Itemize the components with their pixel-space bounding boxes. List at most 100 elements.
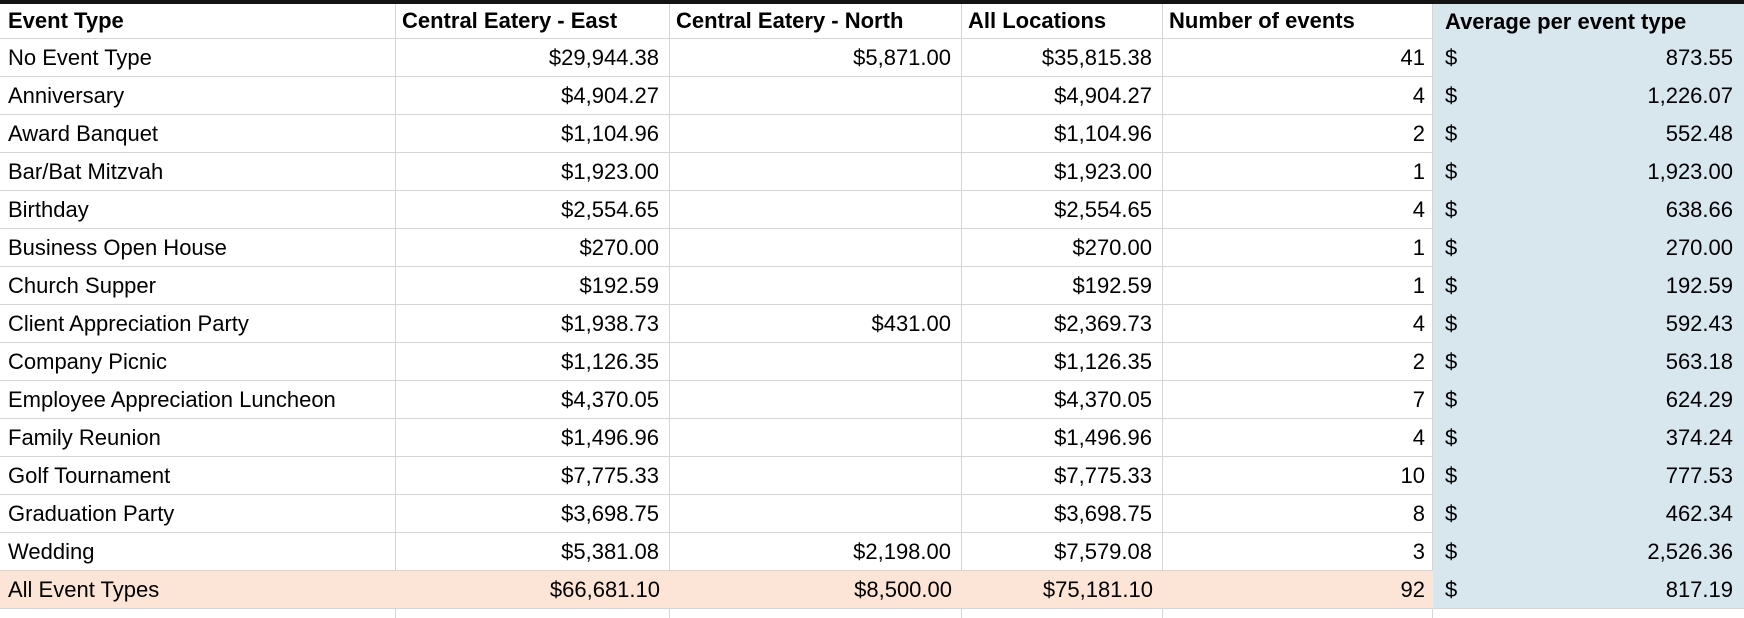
cell-north[interactable] — [670, 495, 962, 533]
cell-average[interactable]: $ 563.18 — [1433, 343, 1744, 381]
cell-east[interactable]: $7,775.33 — [396, 457, 670, 495]
cell-event-type[interactable]: Business Open House — [0, 229, 396, 267]
table-row: Employee Appreciation Luncheon $4,370.05… — [0, 381, 1744, 419]
cell-north[interactable] — [670, 457, 962, 495]
cell-north[interactable] — [670, 343, 962, 381]
cell-east[interactable]: $66,681.10 — [396, 571, 670, 609]
cell-all-locations[interactable]: $7,579.08 — [962, 533, 1163, 571]
cell-north[interactable] — [670, 419, 962, 457]
average-amount: 374.24 — [1665, 425, 1733, 450]
cell-north[interactable]: $5,871.00 — [670, 39, 962, 77]
cell-all-locations[interactable]: $4,904.27 — [962, 77, 1163, 115]
cell-east[interactable]: $1,938.73 — [396, 305, 670, 343]
cell-number-of-events[interactable]: 2 — [1163, 115, 1433, 153]
cell-average[interactable]: $ 2,526.36 — [1433, 533, 1744, 571]
cell-average[interactable]: $ 270.00 — [1433, 229, 1744, 267]
cell-north[interactable] — [670, 267, 962, 305]
cell-number-of-events[interactable]: 2 — [1163, 343, 1433, 381]
cell-number-of-events[interactable]: 92 — [1163, 571, 1433, 609]
cell-number-of-events[interactable]: 10 — [1163, 457, 1433, 495]
column-header-number-of-events[interactable]: Number of events — [1163, 4, 1433, 39]
cell-average[interactable]: $ 592.43 — [1433, 305, 1744, 343]
cell-event-type[interactable]: Anniversary — [0, 77, 396, 115]
cell-north[interactable] — [670, 153, 962, 191]
cell-east[interactable]: $1,496.96 — [396, 419, 670, 457]
cell-all-locations[interactable]: $75,181.10 — [962, 571, 1163, 609]
cell-average[interactable]: $ 817.19 — [1433, 571, 1744, 609]
cell-average[interactable]: $ 1,226.07 — [1433, 77, 1744, 115]
cell-event-type[interactable]: Client Appreciation Party — [0, 305, 396, 343]
cell-east[interactable]: $4,370.05 — [396, 381, 670, 419]
cell-north[interactable] — [670, 115, 962, 153]
cell-all-locations[interactable]: $1,104.96 — [962, 115, 1163, 153]
cell-number-of-events[interactable]: 4 — [1163, 419, 1433, 457]
cell-event-type[interactable]: Award Banquet — [0, 115, 396, 153]
cell-number-of-events[interactable]: 7 — [1163, 381, 1433, 419]
cell-number-of-events[interactable]: 3 — [1163, 533, 1433, 571]
cell-all-locations[interactable]: $192.59 — [962, 267, 1163, 305]
cell-north[interactable]: $2,198.00 — [670, 533, 962, 571]
column-header-average[interactable]: Average per event type — [1433, 4, 1744, 39]
cell-east[interactable]: $5,381.08 — [396, 533, 670, 571]
cell-all-locations[interactable]: $35,815.38 — [962, 39, 1163, 77]
cell-all-locations[interactable]: $3,698.75 — [962, 495, 1163, 533]
cell-north[interactable] — [670, 381, 962, 419]
cell-average[interactable]: $ 1,923.00 — [1433, 153, 1744, 191]
cell-east[interactable]: $3,698.75 — [396, 495, 670, 533]
cell-event-type[interactable]: Church Supper — [0, 267, 396, 305]
cell-average[interactable]: $ 624.29 — [1433, 381, 1744, 419]
cell-number-of-events[interactable]: 4 — [1163, 305, 1433, 343]
cell-average[interactable]: $ 777.53 — [1433, 457, 1744, 495]
cell-number-of-events[interactable]: 1 — [1163, 267, 1433, 305]
cell-event-type[interactable]: Family Reunion — [0, 419, 396, 457]
cell-all-locations[interactable]: $2,369.73 — [962, 305, 1163, 343]
cell-all-locations[interactable]: $1,923.00 — [962, 153, 1163, 191]
cell-number-of-events[interactable]: 4 — [1163, 77, 1433, 115]
cell-number-of-events[interactable]: 4 — [1163, 191, 1433, 229]
cell-east[interactable]: $1,923.00 — [396, 153, 670, 191]
cell-number-of-events[interactable]: 41 — [1163, 39, 1433, 77]
cell-event-type[interactable]: No Event Type — [0, 39, 396, 77]
cell-east[interactable]: $2,554.65 — [396, 191, 670, 229]
cell-event-type[interactable]: Employee Appreciation Luncheon — [0, 381, 396, 419]
cell-number-of-events[interactable]: 1 — [1163, 229, 1433, 267]
cell-event-type[interactable]: Bar/Bat Mitzvah — [0, 153, 396, 191]
cell-all-locations[interactable]: $2,554.65 — [962, 191, 1163, 229]
cell-event-type[interactable]: Company Picnic — [0, 343, 396, 381]
cell-east[interactable]: $4,904.27 — [396, 77, 670, 115]
cell-event-type[interactable]: Golf Tournament — [0, 457, 396, 495]
cell-north[interactable]: $8,500.00 — [670, 571, 962, 609]
cell-average[interactable]: $ 873.55 — [1433, 39, 1744, 77]
cell-all-locations[interactable]: $1,496.96 — [962, 419, 1163, 457]
cell-north[interactable] — [670, 77, 962, 115]
cell-event-type[interactable]: Wedding — [0, 533, 396, 571]
cell-average[interactable]: $ 638.66 — [1433, 191, 1744, 229]
column-header-north[interactable]: Central Eatery - North — [670, 4, 962, 39]
cell-average[interactable]: $ 552.48 — [1433, 115, 1744, 153]
cell-east[interactable]: $270.00 — [396, 229, 670, 267]
cell-north[interactable] — [670, 229, 962, 267]
cell-average[interactable]: $ 462.34 — [1433, 495, 1744, 533]
column-header-east[interactable]: Central Eatery - East — [396, 4, 670, 39]
cell-all-locations[interactable]: $4,370.05 — [962, 381, 1163, 419]
cell-all-locations[interactable]: $7,775.33 — [962, 457, 1163, 495]
average-amount: 624.29 — [1665, 387, 1733, 412]
cell-north[interactable] — [670, 191, 962, 229]
cell-east[interactable]: $1,104.96 — [396, 115, 670, 153]
currency-symbol: $ — [1445, 425, 1458, 450]
cell-north[interactable]: $431.00 — [670, 305, 962, 343]
column-header-all-locations[interactable]: All Locations — [962, 4, 1163, 39]
cell-number-of-events[interactable]: 8 — [1163, 495, 1433, 533]
cell-event-type[interactable]: All Event Types — [0, 571, 396, 609]
cell-average[interactable]: $ 374.24 — [1433, 419, 1744, 457]
cell-event-type[interactable]: Graduation Party — [0, 495, 396, 533]
cell-event-type[interactable]: Birthday — [0, 191, 396, 229]
cell-number-of-events[interactable]: 1 — [1163, 153, 1433, 191]
cell-all-locations[interactable]: $1,126.35 — [962, 343, 1163, 381]
cell-all-locations[interactable]: $270.00 — [962, 229, 1163, 267]
column-header-event-type[interactable]: Event Type — [0, 4, 396, 39]
cell-average[interactable]: $ 192.59 — [1433, 267, 1744, 305]
cell-east[interactable]: $29,944.38 — [396, 39, 670, 77]
cell-east[interactable]: $1,126.35 — [396, 343, 670, 381]
cell-east[interactable]: $192.59 — [396, 267, 670, 305]
